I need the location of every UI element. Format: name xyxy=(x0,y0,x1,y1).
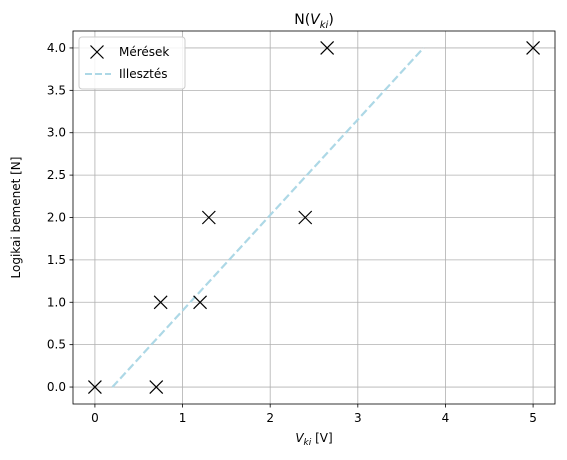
chart-title: N(Vki) xyxy=(294,12,334,31)
data-point-6 xyxy=(320,41,335,55)
y-tick-label-0-0: 0.0 xyxy=(47,380,66,394)
x-tick-label-1: 1 xyxy=(179,411,187,425)
y-tick-label-3-0: 3.0 xyxy=(47,126,66,140)
x-tick-label-2: 2 xyxy=(266,411,274,425)
y-tick-label-0-5: 0.5 xyxy=(47,338,66,352)
legend: Mérések Illesztés xyxy=(78,36,186,90)
y-tick-label-1-5: 1.5 xyxy=(47,253,66,267)
fit-line-layer xyxy=(111,47,425,388)
data-point-5 xyxy=(298,210,313,225)
ticks: 0 1 2 3 4 5 0.0 0.5 1.0 1.5 2.0 2.5 3.0 3.5 4.0 xyxy=(47,41,537,425)
data-point-1 xyxy=(149,380,164,394)
data-point-4 xyxy=(201,210,216,225)
legend-label-illesztes: Illesztés xyxy=(119,67,167,81)
legend-x-icon xyxy=(90,45,104,59)
fit-line xyxy=(111,47,425,388)
x-tick-label-5: 5 xyxy=(529,411,537,425)
y-tick-label-4-0: 4.0 xyxy=(47,41,66,55)
y-tick-label-3-5: 3.5 xyxy=(47,83,66,97)
grid xyxy=(73,31,555,404)
y-tick-label-1-0: 1.0 xyxy=(47,295,66,309)
y-tick-label-2-5: 2.5 xyxy=(47,168,66,182)
marker-layer xyxy=(87,41,541,394)
data-point-7 xyxy=(526,41,541,55)
y-tick-label-2-0: 2.0 xyxy=(47,211,66,225)
x-axis-label: Vki [V] xyxy=(295,431,332,448)
data-point-0 xyxy=(87,380,102,394)
data-point-2 xyxy=(153,295,168,310)
y-axis-label: Logikai bemenet [N] xyxy=(9,157,23,279)
legend-marker-sample xyxy=(90,45,104,59)
x-tick-label-3: 3 xyxy=(354,411,362,425)
legend-label-meresek: Mérések xyxy=(119,45,169,59)
legend-box xyxy=(78,36,186,90)
data-point-3 xyxy=(193,295,207,310)
x-tick-label-0: 0 xyxy=(91,411,99,425)
x-tick-label-4: 4 xyxy=(442,411,450,425)
